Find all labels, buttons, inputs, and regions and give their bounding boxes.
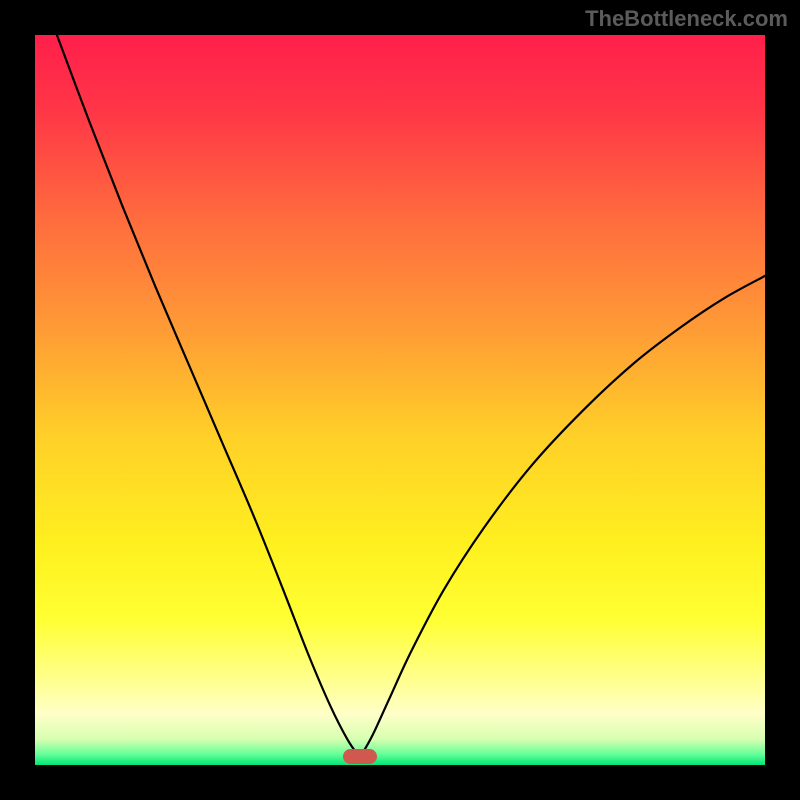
chart-svg — [35, 35, 765, 765]
optimal-marker — [343, 749, 377, 764]
watermark-text: TheBottleneck.com — [585, 6, 788, 32]
chart-background — [35, 35, 765, 765]
chart-plot-area — [35, 35, 765, 765]
